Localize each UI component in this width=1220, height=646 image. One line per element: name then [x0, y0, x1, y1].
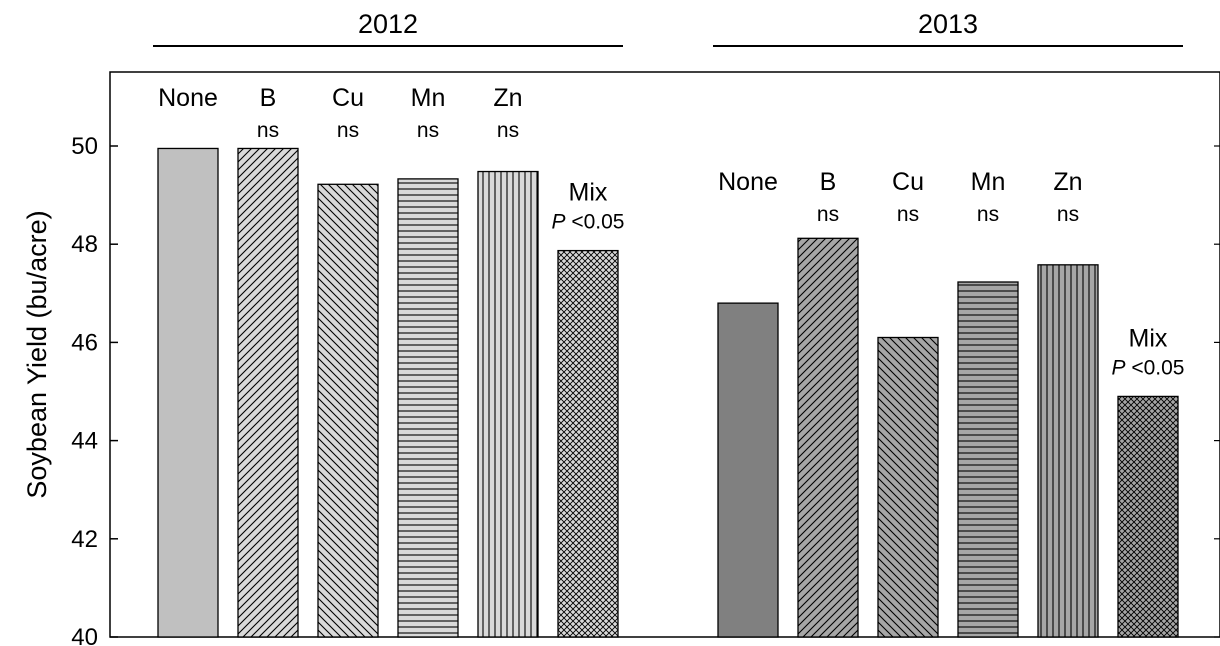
bar-label: Cu	[332, 84, 364, 112]
significance-label: P <0.05	[552, 211, 625, 234]
bar-2013-none	[717, 302, 779, 638]
bar-2013-zn	[1037, 264, 1099, 638]
bar-2012-mix	[557, 249, 619, 638]
year-label-2013: 2013	[918, 9, 978, 39]
p-symbol: P	[1112, 356, 1126, 379]
bar-2012-cu	[317, 183, 379, 638]
y-tick-label: 42	[71, 526, 98, 553]
significance-label: ns	[1057, 203, 1079, 226]
bar-label: None	[718, 168, 778, 196]
bar-label: Mn	[411, 84, 446, 112]
y-tick-label: 40	[71, 624, 98, 646]
bar-label: Mix	[569, 179, 608, 207]
significance-label: ns	[817, 203, 839, 226]
significance-label: ns	[337, 119, 359, 142]
bar-label: Mn	[971, 168, 1006, 196]
bar-2013-b	[797, 237, 859, 638]
bar-label: B	[260, 84, 277, 112]
p-threshold: <0.05	[1126, 356, 1185, 379]
bar-label: Mix	[1129, 324, 1168, 352]
p-symbol: P	[552, 211, 566, 234]
y-axis-label: Soybean Yield (bu/acre)	[22, 210, 52, 498]
significance-label: ns	[497, 119, 519, 142]
bar-2012-zn	[477, 170, 539, 638]
significance-label: P <0.05	[1112, 356, 1185, 379]
y-tick-label: 50	[71, 133, 98, 160]
bar-label: Cu	[892, 168, 924, 196]
p-threshold: <0.05	[566, 211, 625, 234]
bar-2013-mn	[957, 281, 1019, 638]
significance-label: ns	[417, 119, 439, 142]
plot-frame	[109, 71, 1220, 638]
bar-label: Zn	[493, 84, 522, 112]
bar-2012-b	[237, 147, 299, 638]
bar-label: None	[158, 84, 218, 112]
bar-2012-none	[157, 147, 219, 638]
y-tick-label: 44	[71, 428, 98, 455]
bar-label: Zn	[1053, 168, 1082, 196]
year-label-2012: 2012	[358, 9, 418, 39]
bar-2013-mix	[1117, 395, 1179, 638]
y-tick-label: 48	[71, 231, 98, 258]
bar-2012-mn	[397, 178, 459, 638]
bar-2013-cu	[877, 336, 939, 638]
significance-label: ns	[977, 203, 999, 226]
significance-label: ns	[897, 203, 919, 226]
bar-label: B	[820, 168, 837, 196]
significance-label: ns	[257, 119, 279, 142]
y-tick-label: 46	[71, 329, 98, 356]
